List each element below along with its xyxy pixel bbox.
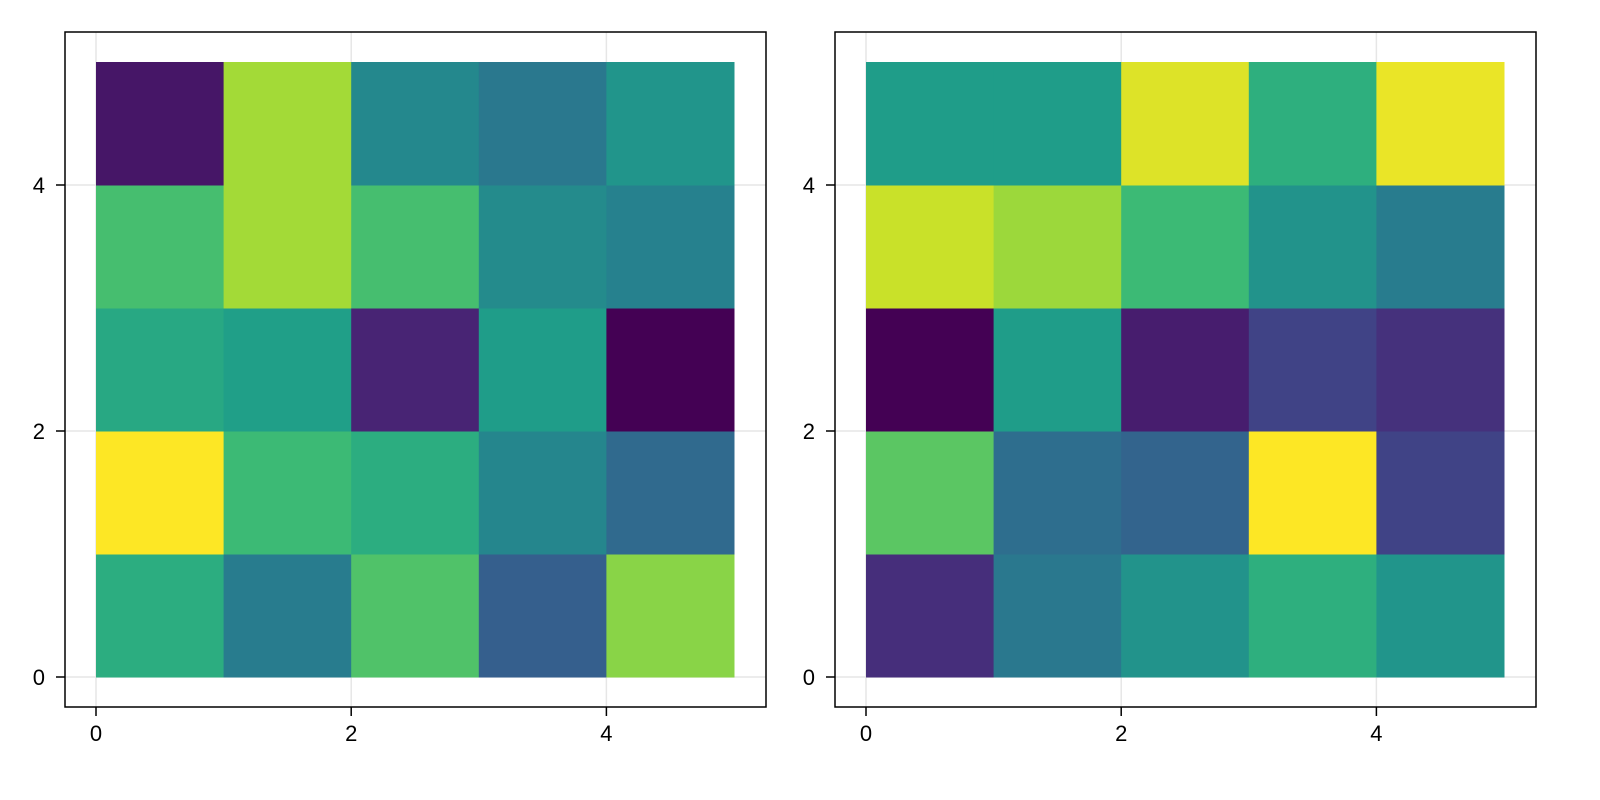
- heatmap-cell: [96, 431, 225, 555]
- heatmap-cell: [351, 554, 480, 678]
- heatmap-cell: [1121, 185, 1250, 309]
- heatmap-cell: [866, 308, 995, 432]
- y-tick-label: 2: [33, 419, 45, 444]
- heatmap-cell: [606, 62, 735, 186]
- heatmap-cell: [606, 308, 735, 432]
- heatmap-cell: [993, 431, 1122, 555]
- heatmap-cell: [351, 62, 480, 186]
- axes-frame: [834, 31, 1537, 708]
- heatmap-cell: [1376, 308, 1505, 432]
- heatmap-cell: [993, 308, 1122, 432]
- heatmap-cell: [1121, 431, 1250, 555]
- heatmap-cell: [1376, 62, 1505, 186]
- heatmap-cell: [993, 185, 1122, 309]
- y-tick-label: 0: [33, 665, 45, 690]
- heatmap-cell: [1376, 431, 1505, 555]
- heatmap-cell: [866, 62, 995, 186]
- x-tick-label: 2: [1115, 721, 1127, 746]
- heatmap-cell: [866, 554, 995, 678]
- x-tick-label: 0: [860, 721, 872, 746]
- x-tick-label: 0: [90, 721, 102, 746]
- x-tick-label: 4: [1370, 721, 1382, 746]
- heatmap-cell: [1248, 308, 1377, 432]
- heatmap-cell: [96, 185, 225, 309]
- heatmap-cell: [478, 308, 607, 432]
- heatmap-cell: [96, 62, 225, 186]
- heatmap-cell: [1248, 554, 1377, 678]
- heatmap-cell: [351, 185, 480, 309]
- axes-frame: [64, 31, 767, 708]
- heatmap-cell: [223, 554, 352, 678]
- heatmap-cell: [96, 554, 225, 678]
- heatmap-panel-left: 0 2 4 0 2 4: [33, 31, 767, 746]
- heatmap-cell: [606, 185, 735, 309]
- heatmap-cell: [993, 62, 1122, 186]
- heatmap-cell: [1121, 62, 1250, 186]
- heatmap-cell: [1248, 185, 1377, 309]
- heatmap-cell: [1248, 431, 1377, 555]
- x-tick-label: 4: [600, 721, 612, 746]
- heatmap-cell: [866, 431, 995, 555]
- heatmap-cell: [1248, 62, 1377, 186]
- heatmap-cell: [606, 431, 735, 555]
- y-tick-label: 0: [803, 665, 815, 690]
- heatmap-cell: [606, 554, 735, 678]
- heatmap-cell: [223, 431, 352, 555]
- heatmap-panel-right: 0 2 4 0 2 4: [803, 31, 1537, 746]
- y-tick-label: 4: [33, 173, 45, 198]
- heatmap-cell: [1121, 554, 1250, 678]
- heatmap-cell: [1121, 308, 1250, 432]
- heatmap-cell: [1376, 185, 1505, 309]
- heatmap-cell: [96, 308, 225, 432]
- heatmap-cell: [866, 185, 995, 309]
- heatmap-cell: [223, 62, 352, 186]
- heatmap-cell: [993, 554, 1122, 678]
- heatmap-cell: [223, 185, 352, 309]
- heatmap-cell: [478, 185, 607, 309]
- heatmap-cell: [478, 554, 607, 678]
- heatmap-cell: [1376, 554, 1505, 678]
- heatmap-cell: [223, 308, 352, 432]
- y-tick-label: 2: [803, 419, 815, 444]
- heatmap-cell: [351, 431, 480, 555]
- y-tick-label: 4: [803, 173, 815, 198]
- heatmap-cell: [478, 62, 607, 186]
- heatmap-cell: [351, 308, 480, 432]
- x-tick-label: 2: [345, 721, 357, 746]
- heatmap-cell: [478, 431, 607, 555]
